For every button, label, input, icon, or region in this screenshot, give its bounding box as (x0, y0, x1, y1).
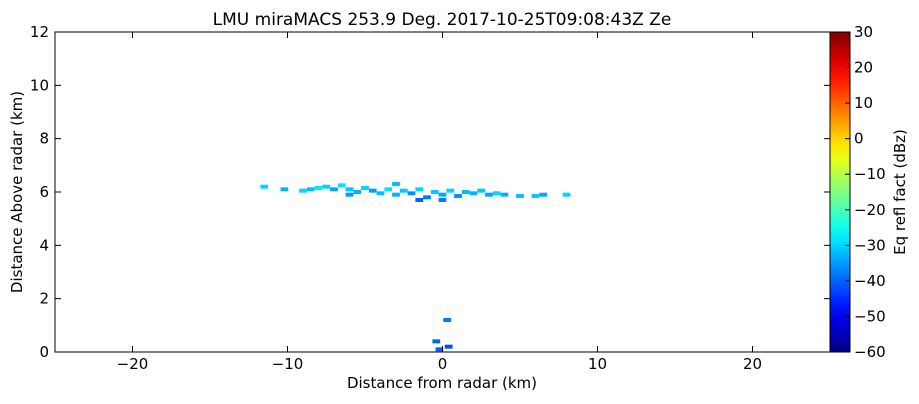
echo-cell (392, 182, 400, 186)
echo-cell (337, 183, 346, 188)
x-tick-label: 0 (438, 355, 448, 373)
echo-cell (322, 184, 331, 189)
echo-cell (443, 318, 452, 322)
colorbar-tick-label: 0 (854, 130, 864, 148)
echo-cell (516, 194, 524, 198)
plot-frame (54, 31, 831, 353)
echo-cell (531, 194, 540, 198)
colorbar-tick-label: −50 (854, 307, 886, 325)
colorbar-tick-label: 30 (854, 23, 873, 41)
echo-cell (384, 187, 393, 192)
colorbar-tick-label: 10 (854, 94, 873, 112)
x-tick-label: −10 (272, 355, 304, 373)
echo-cell (280, 187, 289, 192)
colorbar-label: Eq refl fact (dBz) (891, 129, 909, 255)
echo-cell (454, 194, 462, 198)
y-tick-label: 10 (30, 76, 49, 94)
echo-cell (423, 195, 431, 200)
echo-cell (392, 192, 400, 197)
echo-cell (376, 191, 385, 196)
y-tick-label: 0 (39, 343, 49, 361)
echo-cell (461, 190, 470, 194)
echo-cell (435, 347, 444, 352)
y-axis-label: Distance Above radar (km) (8, 91, 26, 293)
colorbar-tick-label: 20 (854, 59, 873, 77)
echo-cell (368, 188, 377, 193)
echo-cell (444, 344, 453, 349)
y-tick-label: 4 (39, 236, 49, 254)
echo-cell (438, 192, 447, 197)
echo-cell (477, 188, 486, 193)
x-tick-label: 20 (743, 355, 762, 373)
y-tick-label: 8 (39, 130, 49, 148)
echo-cell (306, 187, 315, 192)
colorbar-tick-label: −10 (854, 165, 886, 183)
echo-cell (539, 192, 548, 197)
echo-cell (446, 188, 455, 193)
echo-cell (361, 186, 369, 190)
echo-cell (299, 188, 307, 193)
echo-cell (345, 187, 354, 192)
echo-cell (407, 191, 416, 196)
colorbar-tick-label: −40 (854, 272, 886, 290)
echo-cell (469, 191, 478, 196)
echo-cell (399, 188, 408, 193)
x-tick-label: −20 (117, 355, 149, 373)
echo-cell (500, 192, 509, 197)
colorbar-tick-label: −60 (854, 343, 886, 361)
y-tick-label: 12 (30, 23, 49, 41)
colorbar (829, 31, 851, 353)
colorbar-tick-label: −20 (854, 201, 886, 219)
x-axis-label: Distance from radar (km) (347, 374, 537, 392)
echo-cell (260, 184, 269, 189)
echo-cell (430, 190, 439, 194)
echo-cell (432, 339, 441, 344)
echo-cell (562, 192, 571, 197)
echo-cell (353, 190, 362, 194)
echo-cell (314, 186, 323, 190)
echo-cell (415, 198, 424, 202)
echo-cell (485, 192, 493, 197)
echo-cell (492, 191, 501, 196)
x-tick-label: 10 (588, 355, 607, 373)
echo-cell (345, 192, 354, 197)
y-tick-label: 6 (39, 183, 49, 201)
echo-cell (330, 187, 338, 192)
y-tick-label: 2 (39, 290, 49, 308)
echo-cell (438, 198, 447, 202)
chart-title: LMU miraMACS 253.9 Deg. 2017-10-25T09:08… (213, 10, 672, 30)
echo-cell (415, 187, 424, 192)
colorbar-tick-label: −30 (854, 236, 886, 254)
